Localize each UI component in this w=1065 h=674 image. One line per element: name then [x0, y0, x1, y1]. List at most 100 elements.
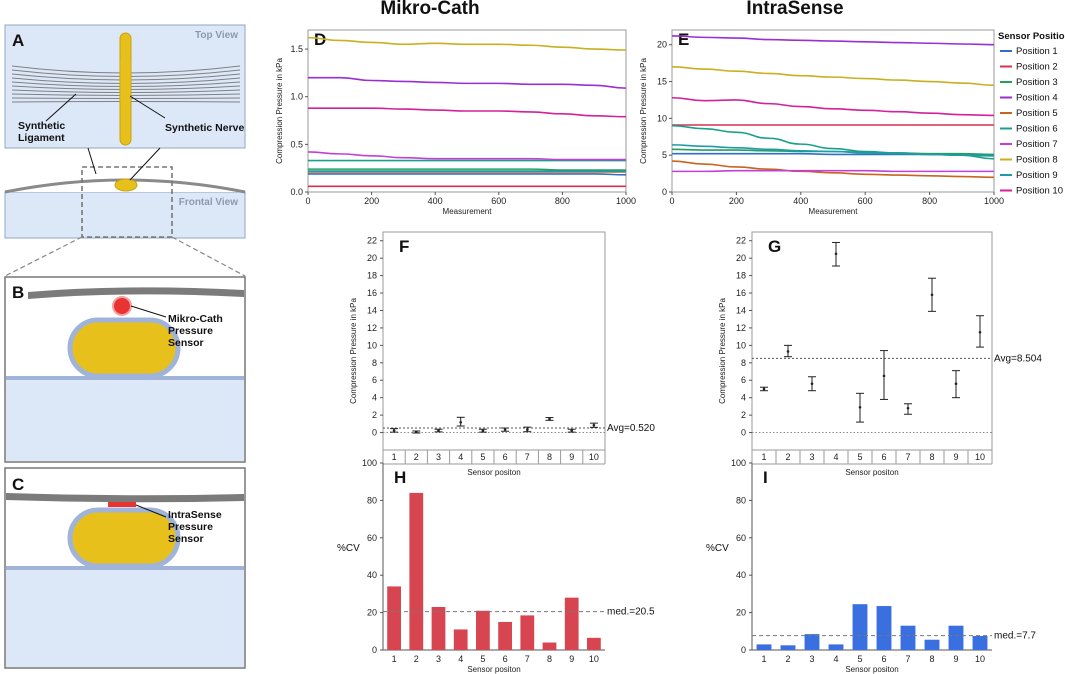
- x-tick-label: 400: [793, 196, 808, 206]
- y-tick-label: 12: [367, 323, 377, 333]
- y-tick-label: 80: [367, 495, 377, 505]
- mean-point-position-7: [526, 428, 529, 431]
- legend-label-position-3: Position 3: [1016, 77, 1058, 88]
- y-tick-label: 0: [741, 645, 746, 655]
- x-tick-label: 200: [364, 196, 379, 206]
- illustration-frontal-view: Frontal View: [4, 147, 246, 277]
- y-tick-label: 100: [731, 458, 746, 468]
- legend-label-position-9: Position 9: [1016, 170, 1058, 181]
- ligament-label-line1: Synthetic: [18, 120, 65, 132]
- bar-position-9: [948, 625, 964, 650]
- y-tick-label: 14: [367, 305, 377, 315]
- legend-title: Sensor Position: [998, 31, 1065, 42]
- legend-label-position-7: Position 7: [1016, 139, 1058, 150]
- title-intrasense: IntraSense: [746, 0, 843, 19]
- mean-point-position-6: [503, 428, 507, 431]
- mean-point-position-6: [882, 374, 886, 378]
- bar-position-2: [780, 645, 796, 650]
- x-tick-label: 1: [761, 654, 766, 664]
- x-tick-label: 400: [428, 196, 443, 206]
- y-tick-label: 0: [662, 187, 667, 197]
- y-tick-label: 10: [736, 340, 746, 350]
- x-axis-label: Measurement: [443, 207, 493, 216]
- x-tick-label: 200: [729, 196, 744, 206]
- x-tick-label: 3: [436, 654, 441, 664]
- plot-frame: [382, 231, 606, 451]
- sensor-position-legend: Sensor Position Position 1 Position 2 Posi…: [998, 31, 1065, 197]
- x-tick-label: 800: [555, 196, 570, 206]
- y-tick-label: 0.5: [290, 139, 303, 149]
- bar-position-7: [520, 615, 535, 650]
- x-tick-label: 5: [480, 452, 485, 462]
- mean-point-position-5: [481, 429, 485, 433]
- y-tick-label: 2: [741, 410, 746, 420]
- x-tick-label: 7: [525, 452, 530, 462]
- y-tick-label: 60: [367, 533, 377, 543]
- mean-point-position-10: [978, 330, 982, 334]
- y-tick-label: 15: [657, 77, 667, 87]
- y-tick-label: 16: [367, 288, 377, 298]
- y-tick-label: 5: [662, 150, 667, 160]
- y-tick-label: 6: [741, 375, 746, 385]
- y-tick-label: 10: [367, 340, 377, 350]
- y-tick-label: 40: [367, 570, 377, 580]
- bar-position-10: [972, 635, 988, 650]
- bar-position-7: [900, 625, 916, 650]
- x-tick-label: 4: [458, 452, 463, 462]
- series-line-position-4: [308, 76, 627, 89]
- mean-point-position-9: [570, 429, 573, 432]
- x-tick-label: 4: [833, 452, 838, 462]
- x-tick-label: 9: [953, 654, 958, 664]
- mean-point-position-10: [592, 423, 596, 427]
- plot-frame: [751, 231, 993, 451]
- plot-frame: [307, 29, 627, 193]
- y-tick-label: 2: [372, 410, 377, 420]
- y-tick-label: 20: [736, 608, 746, 618]
- y-axis-label: Compression Pressure in kPa: [275, 58, 284, 164]
- series-line-position-8: [307, 36, 627, 51]
- x-axis-label: Sensor positon: [467, 468, 520, 477]
- panel-label-h: H: [394, 468, 406, 487]
- intra-label-line1: IntraSense: [168, 509, 222, 521]
- y-axis-label: %CV: [706, 543, 729, 554]
- x-tick-label: 8: [929, 654, 934, 664]
- mean-point-position-2: [415, 430, 418, 434]
- y-tick-label: 4: [372, 393, 377, 403]
- x-tick-label: 6: [503, 654, 508, 664]
- y-tick-label: 4: [741, 393, 746, 403]
- average-label: Avg=8.504: [994, 353, 1042, 364]
- mean-point-position-4: [834, 252, 838, 256]
- bar-position-3: [431, 606, 446, 650]
- y-tick-label: 0: [372, 428, 377, 438]
- mean-point-position-3: [810, 382, 814, 386]
- y-tick-label: 8: [741, 358, 746, 368]
- x-tick-label: 7: [905, 654, 910, 664]
- x-tick-label: 2: [785, 654, 790, 664]
- x-tick-label: 1000: [616, 196, 636, 206]
- y-tick-label: 6: [372, 375, 377, 385]
- bar-position-3: [804, 634, 820, 650]
- median-label: med.=7.7: [994, 631, 1036, 642]
- x-tick-label: 3: [809, 654, 814, 664]
- x-tick-label: 4: [458, 654, 463, 664]
- plot-frame: [671, 29, 995, 193]
- y-tick-label: 12: [736, 323, 746, 333]
- y-tick-label: 1.0: [290, 92, 303, 102]
- x-tick-label: 10: [589, 654, 599, 664]
- panel-label-a: A: [12, 31, 24, 50]
- panel-label-i: I: [763, 468, 768, 487]
- intra-label-line3: Sensor: [168, 533, 204, 545]
- x-tick-label: 6: [881, 452, 886, 462]
- x-tick-label: 800: [922, 196, 937, 206]
- x-tick-label: 8: [929, 452, 934, 462]
- synthetic-nerve-top: [119, 32, 132, 146]
- bar-position-1: [756, 644, 772, 650]
- x-axis-label: Sensor positon: [467, 665, 520, 674]
- x-tick-label: 2: [785, 452, 790, 462]
- panel-label-g: G: [768, 237, 781, 256]
- zoom-box: [81, 166, 173, 238]
- x-tick-label: 0: [305, 196, 310, 206]
- x-tick-label: 7: [525, 654, 530, 664]
